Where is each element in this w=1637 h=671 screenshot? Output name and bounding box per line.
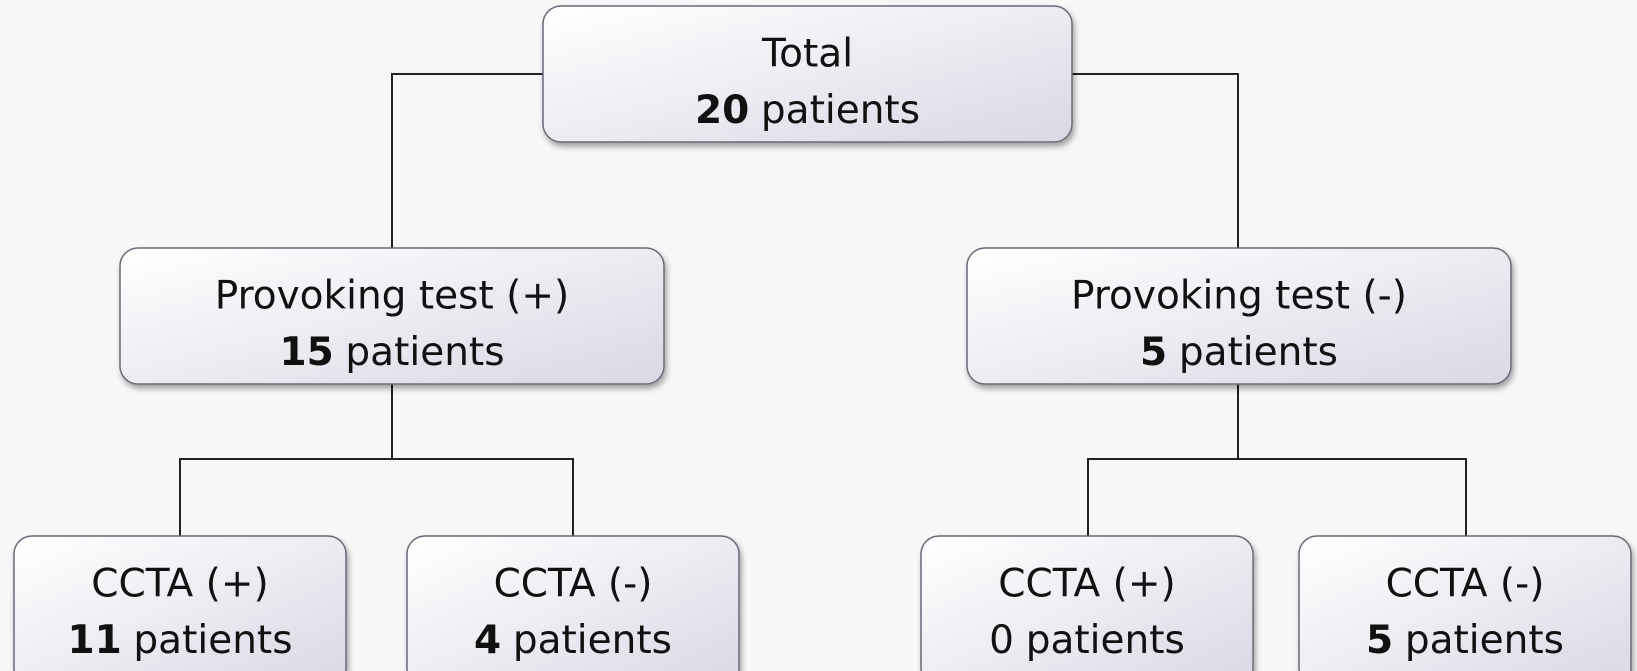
node-count: 20: [695, 88, 749, 133]
node-unit: patients: [1026, 618, 1185, 663]
node-unit: patients: [133, 618, 292, 663]
node-unit: patients: [1179, 330, 1338, 375]
node: CCTA (+) 0 patients: [920, 535, 1254, 671]
node-count: 15: [279, 330, 333, 375]
node: CCTA (+) 11 patients: [13, 535, 347, 671]
node-count: 5: [1140, 330, 1167, 375]
node-label: Provoking test (+): [215, 274, 570, 319]
node: Total 20 patients: [542, 5, 1073, 143]
edge: [179, 458, 574, 536]
node-box: [406, 535, 740, 671]
node: Provoking test (+) 15 patients: [119, 247, 665, 385]
node-count-line: 4 patients: [474, 618, 672, 663]
node-box: [119, 247, 665, 385]
node-label: CCTA (+): [998, 562, 1175, 607]
node-unit: patients: [345, 330, 504, 375]
node-label: CCTA (-): [494, 562, 653, 607]
node-box: [13, 535, 347, 671]
node-label: CCTA (+): [91, 562, 268, 607]
node-count-line: 11 patients: [67, 618, 292, 663]
node-label: Provoking test (-): [1071, 274, 1407, 319]
node-label: Total: [761, 32, 853, 77]
node: CCTA (-) 5 patients: [1298, 535, 1632, 671]
node-box: [1298, 535, 1632, 671]
node-box: [920, 535, 1254, 671]
node-count: 4: [474, 618, 501, 663]
node-count: 0: [989, 618, 1014, 663]
node-count: 5: [1366, 618, 1393, 663]
edge: [1072, 73, 1239, 248]
node-unit: patients: [513, 618, 672, 663]
edge: [1087, 458, 1467, 536]
node-count-line: 5 patients: [1366, 618, 1564, 663]
node-count: 11: [67, 618, 121, 663]
node-count-line: 15 patients: [279, 330, 504, 375]
node: CCTA (-) 4 patients: [406, 535, 740, 671]
node-count-line: 20 patients: [695, 88, 920, 133]
node-unit: patients: [761, 88, 920, 133]
node: Provoking test (-) 5 patients: [966, 247, 1512, 385]
node-unit: patients: [1405, 618, 1564, 663]
edge: [391, 73, 543, 248]
nodes: Total 20 patients Provoking test (+) 15 patie…: [13, 5, 1632, 671]
edges: [179, 73, 1467, 536]
node-count-line: 0 patients: [989, 618, 1185, 663]
node-count-line: 5 patients: [1140, 330, 1338, 375]
node-box: [966, 247, 1512, 385]
node-label: CCTA (-): [1386, 562, 1545, 607]
node-box: [542, 5, 1073, 143]
